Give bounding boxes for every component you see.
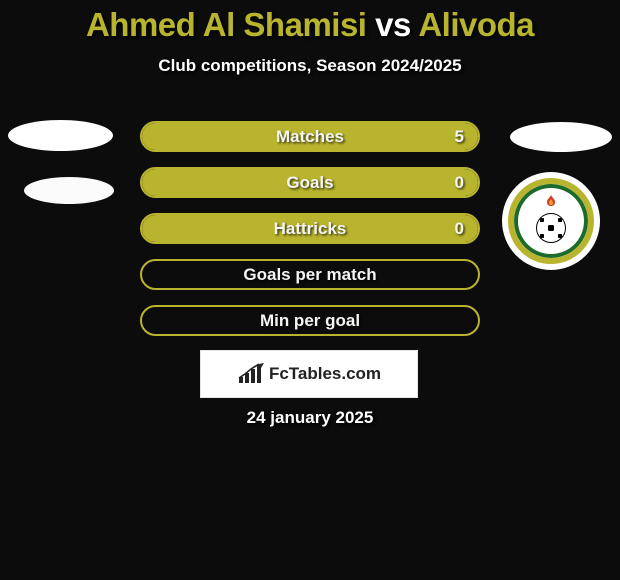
stat-bar: Min per goal xyxy=(140,305,480,336)
title-player1: Ahmed Al Shamisi xyxy=(86,6,375,43)
stat-bar: Hattricks 0 xyxy=(140,213,480,244)
stat-bar-value-right: 0 xyxy=(455,219,464,239)
stat-bar-value-right: 5 xyxy=(455,127,464,147)
stat-bar: Goals per match xyxy=(140,259,480,290)
stats-bars: Matches 5 Goals 0 Hattricks 0 Goals per match M… xyxy=(140,121,480,351)
subtitle: Club competitions, Season 2024/2025 xyxy=(0,56,620,76)
title-vs: vs xyxy=(375,6,411,43)
brand-box[interactable]: FcTables.com xyxy=(200,350,418,398)
stat-bar: Matches 5 xyxy=(140,121,480,152)
page-title: Ahmed Al Shamisi vs Alivoda xyxy=(0,0,620,44)
stat-bar-label: Matches xyxy=(276,127,344,147)
club-badge-ring xyxy=(508,178,594,264)
flame-icon xyxy=(544,195,558,209)
football-icon xyxy=(536,213,566,243)
avatar-placeholder-right xyxy=(510,122,612,152)
stat-bar-label: Hattricks xyxy=(274,219,347,239)
avatar-placeholder-left-2 xyxy=(24,177,114,204)
comparison-card: Ahmed Al Shamisi vs Alivoda Club competi… xyxy=(0,0,620,580)
snapshot-date: 24 january 2025 xyxy=(0,408,620,428)
brand-chart-icon xyxy=(237,363,265,385)
stat-bar-label: Min per goal xyxy=(260,311,360,331)
avatar-placeholder-left-1 xyxy=(8,120,113,151)
club-badge-inner xyxy=(523,193,579,249)
stat-bar-label: Goals xyxy=(286,173,333,193)
stat-bar-label: Goals per match xyxy=(243,265,376,285)
stat-bar: Goals 0 xyxy=(140,167,480,198)
club-badge xyxy=(502,172,600,270)
brand-text: FcTables.com xyxy=(269,364,381,384)
title-player2: Alivoda xyxy=(411,6,534,43)
stat-bar-value-right: 0 xyxy=(455,173,464,193)
